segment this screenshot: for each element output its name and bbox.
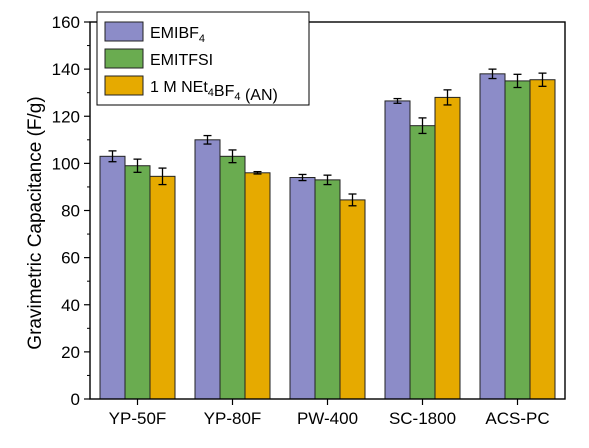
bar-series2-4 (529, 79, 556, 400)
bar-series0-0 (99, 155, 126, 400)
tick-labels: 0 20 40 60 80 100 120 140 160 YP-50F YP-80F PW-400 S… (52, 13, 550, 428)
error-bar-series1-4 (513, 73, 522, 89)
y-tick-label-20: 20 (61, 343, 80, 362)
bar-series1-1 (219, 155, 246, 400)
error-bar-series1-2 (323, 174, 332, 186)
error-bar-series2-0 (158, 167, 167, 186)
error-bar-series1-3 (418, 117, 427, 135)
legend-swatch-0 (104, 21, 144, 42)
legend-label-2: 1 M NEt4BF4 (AN) (150, 79, 278, 104)
x-tick-label-1: YP-80F (204, 409, 262, 428)
bar-series1-3 (409, 125, 436, 400)
legend-swatch-2 (104, 75, 144, 96)
bar-series2-3 (434, 96, 461, 400)
y-tick-label-100: 100 (52, 154, 80, 173)
bar-series2-0 (149, 175, 176, 400)
y-tick-label-140: 140 (52, 60, 80, 79)
bar-series1-4 (504, 80, 531, 400)
error-bar-series0-3 (393, 97, 402, 104)
bar-series0-2 (289, 177, 316, 400)
error-bar-series0-1 (203, 134, 212, 145)
legend-swatch-1 (104, 48, 144, 69)
y-tick-label-40: 40 (61, 296, 80, 315)
bars-layer (99, 73, 556, 400)
bar-series0-4 (479, 73, 506, 400)
error-bar-series2-4 (538, 72, 547, 87)
error-bar-series0-2 (298, 173, 307, 182)
legend-label-1: EMITFSI (150, 52, 213, 69)
bar-series0-3 (384, 100, 411, 400)
error-bar-series2-2 (348, 193, 357, 207)
legend: EMIBF4 EMITFSI 1 M NEt4BF4 (AN) (96, 11, 310, 106)
y-tick-label-120: 120 (52, 107, 80, 126)
error-bar-series2-1 (253, 170, 262, 175)
x-tick-label-2: PW-400 (297, 409, 358, 428)
axes (84, 21, 566, 405)
x-tick-label-3: SC-1800 (389, 409, 456, 428)
x-tick-label-4: ACS-PC (485, 409, 549, 428)
bar-series2-2 (339, 199, 366, 400)
bar-series0-1 (194, 139, 221, 400)
legend-label-0: EMIBF4 (150, 25, 205, 45)
error-bar-series1-0 (133, 158, 142, 173)
error-bar-series0-0 (108, 150, 117, 163)
x-tick-label-0: YP-50F (109, 409, 167, 428)
y-tick-label-80: 80 (61, 202, 80, 221)
y-tick-label-160: 160 (52, 13, 80, 32)
bar-series2-1 (244, 172, 271, 400)
y-tick-label-60: 60 (61, 249, 80, 268)
error-bar-series1-1 (228, 149, 237, 164)
y-tick-label-0: 0 (71, 390, 80, 409)
error-bar-series2-3 (443, 89, 452, 106)
bar-series1-2 (314, 179, 341, 400)
y-axis-title: Gravimetric Capacitance (F/g) (25, 96, 46, 349)
error-bars-layer (108, 68, 547, 207)
bar-series1-0 (124, 165, 151, 400)
error-bar-series0-4 (488, 68, 497, 80)
